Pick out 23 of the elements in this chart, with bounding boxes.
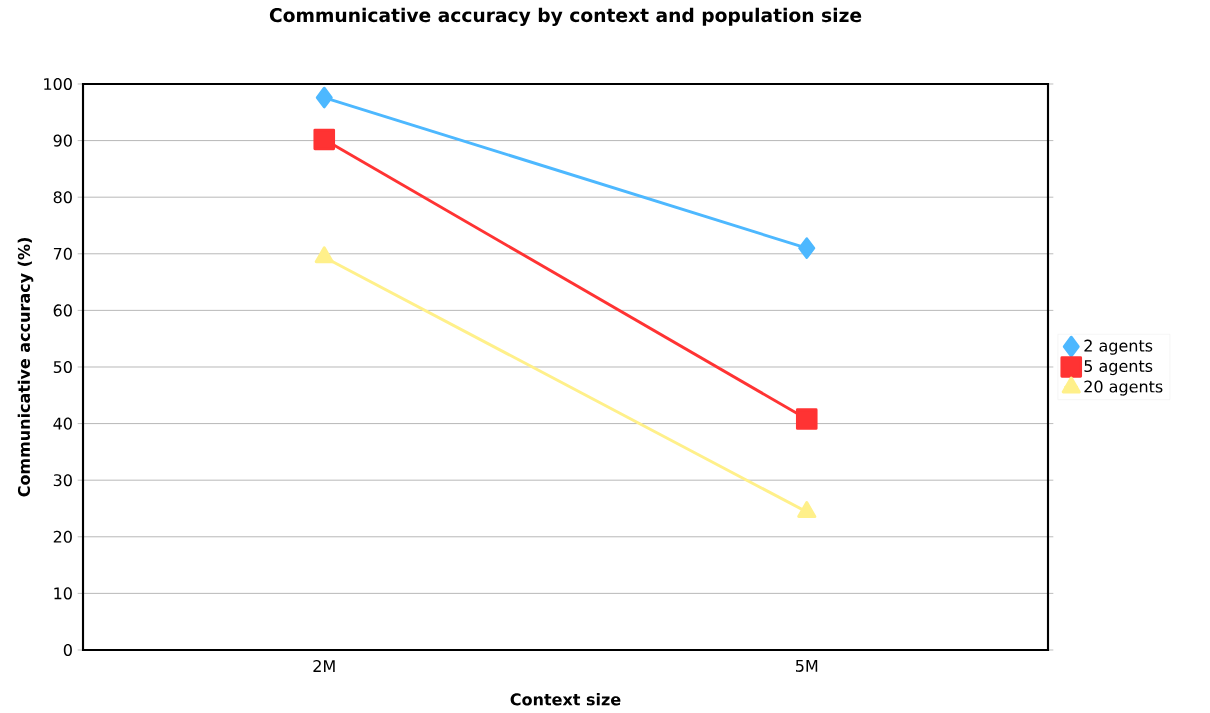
y-axis-title: Communicative accuracy (%) xyxy=(17,238,34,497)
y-tick-label: 10 xyxy=(54,587,72,600)
legend-label: 20 agents xyxy=(1084,380,1163,396)
y-tick-label: 60 xyxy=(53,304,72,317)
point xyxy=(313,128,336,151)
y-tick-label: 0 xyxy=(63,643,72,657)
y-tick-label: 50 xyxy=(53,360,72,374)
point xyxy=(315,86,333,109)
legend-label: 2 agents xyxy=(1084,339,1153,355)
legend-label: 5 agents xyxy=(1084,360,1153,376)
point xyxy=(795,408,818,430)
x-tick-label: 5M xyxy=(796,660,818,672)
x-tick-label: 2M xyxy=(313,660,335,672)
y-tick-label: 80 xyxy=(53,191,72,204)
y-tick-label: 40 xyxy=(53,417,72,430)
chart-title: Communicative accuracy by context and population size xyxy=(269,7,862,26)
y-tick-label: 30 xyxy=(53,474,72,487)
y-tick-label: 90 xyxy=(53,134,72,147)
point xyxy=(798,237,816,259)
y-tick-label: 20 xyxy=(53,530,72,543)
y-tick-label: 100 xyxy=(44,77,72,91)
y-tick-label: 70 xyxy=(53,247,72,260)
x-axis-title: Context size xyxy=(510,693,621,706)
